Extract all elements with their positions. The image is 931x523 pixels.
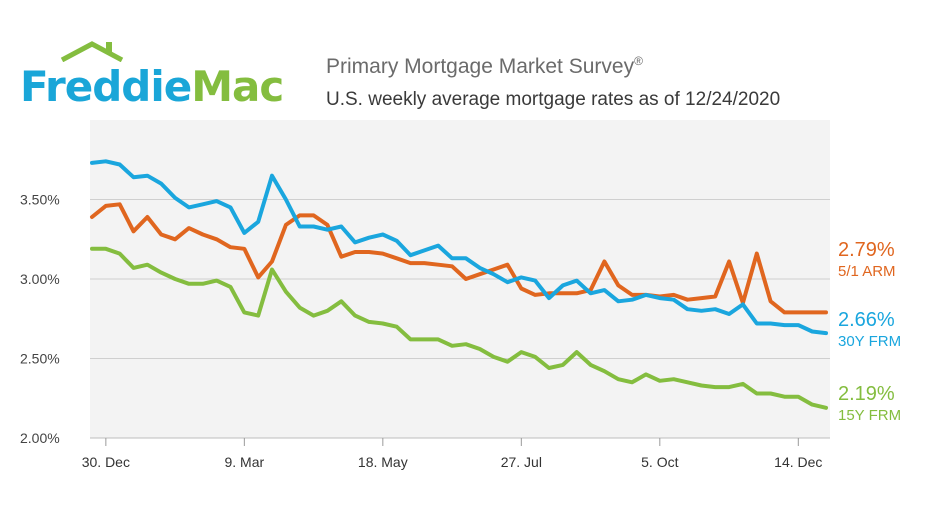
survey-title: Primary Mortgage Market Survey® [326,54,643,79]
series-name-label: 15Y FRM [838,407,901,424]
survey-subtitle: U.S. weekly average mortgage rates as of… [326,89,781,110]
house-roof-icon [60,41,124,62]
series-line-5-1-arm [90,202,828,315]
series-end-value: 2.19% [838,383,895,405]
x-tick-label: 18. May [358,454,408,470]
x-tick-label: 27. Jul [501,454,542,470]
series-end-value: 2.66% [838,309,895,331]
series-end-value: 2.79% [838,239,895,261]
y-tick-label: 3.00% [20,271,60,287]
series-line-30y-frm [90,159,828,336]
x-tick-label: 9. Mar [224,454,264,470]
series-name-label: 5/1 ARM [838,263,896,280]
y-tick-label: 2.50% [20,351,60,367]
logo-word-freddie: Freddie [20,62,192,111]
logo-word-mac: Mac [191,62,284,111]
x-tick-label: 30. Dec [82,454,130,470]
x-tick-label: 14. Dec [774,454,822,470]
survey-title-text: Primary Mortgage Market Survey [326,55,635,78]
x-tick-label: 5. Oct [641,454,678,470]
freddie-mac-logo: FreddieMac [20,40,300,120]
y-tick-label: 2.00% [20,430,60,446]
series-line-15y-frm [90,246,828,410]
series-name-label: 30Y FRM [838,333,901,350]
y-tick-label: 3.50% [20,192,60,208]
registered-mark: ® [634,54,643,68]
